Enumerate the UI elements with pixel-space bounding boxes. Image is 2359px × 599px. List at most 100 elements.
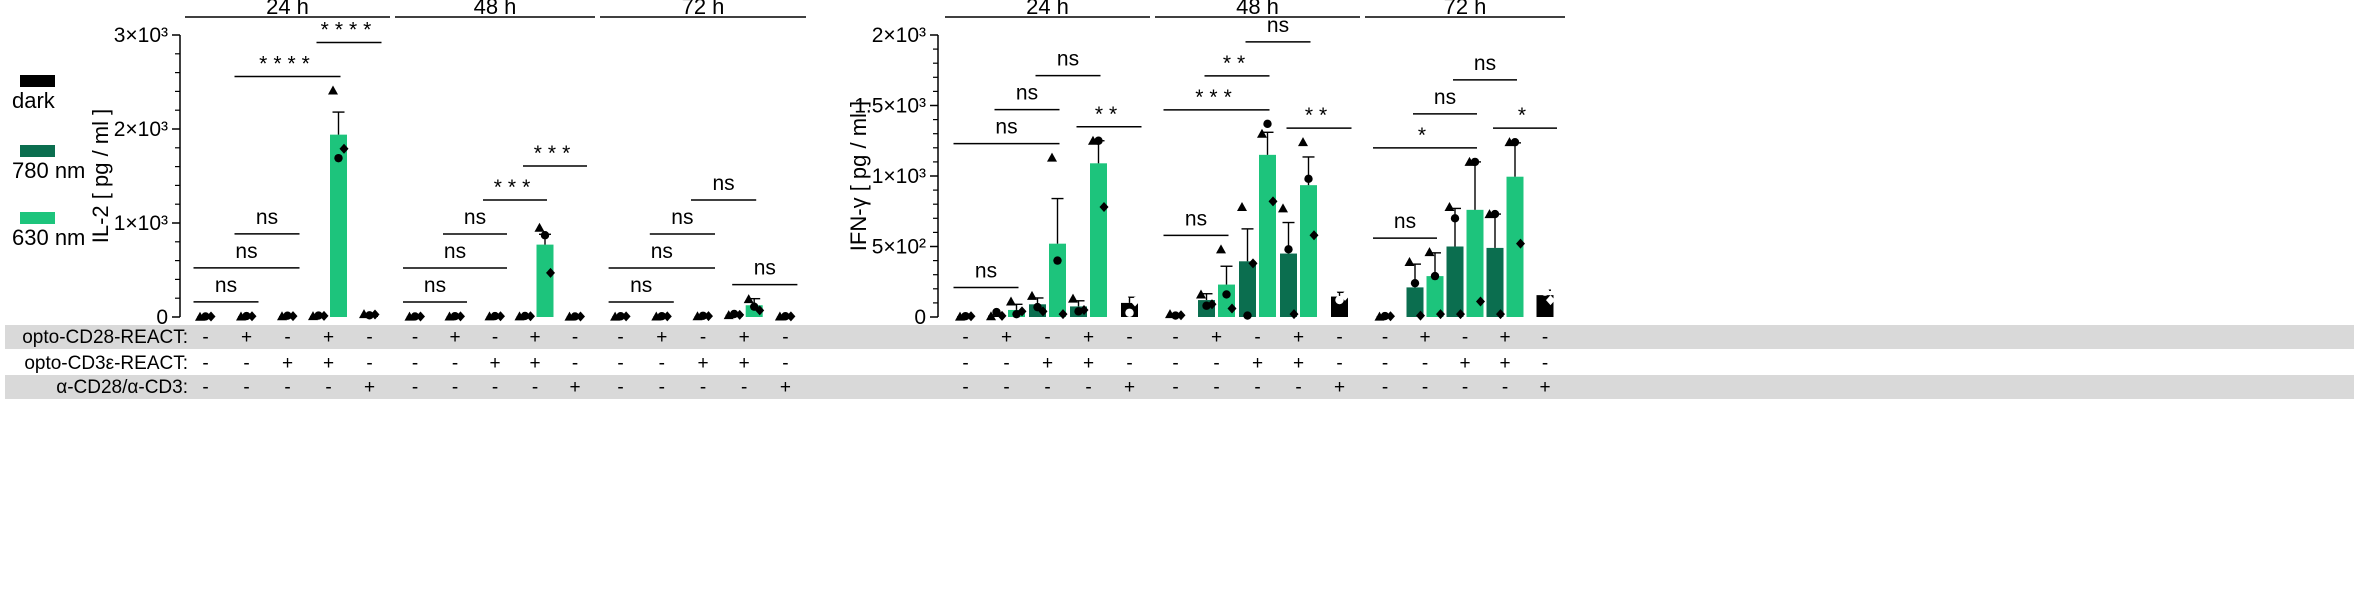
data-point (657, 311, 666, 321)
data-point (570, 312, 580, 321)
data-point (1222, 290, 1231, 299)
condition-sign: - (1126, 327, 1132, 348)
data-point (1380, 311, 1390, 321)
bar-nm630 (745, 305, 763, 317)
y-axis-label: IFN-γ [ pg / ml ] (846, 101, 871, 251)
condition-sign: + (1499, 353, 1510, 374)
bar-nm780 (1406, 287, 1424, 317)
condition-sign: + (323, 353, 334, 374)
condition-sign: - (962, 353, 968, 374)
data-point (1410, 278, 1420, 288)
significance-label: ns (215, 274, 237, 297)
significance-label: ns (444, 240, 466, 263)
data-point (698, 311, 708, 320)
condition-sign: - (1422, 377, 1428, 398)
condition-sign: - (202, 377, 208, 398)
significance-label: ns (1394, 210, 1416, 233)
data-point (1340, 290, 1350, 301)
condition-sign: - (700, 327, 706, 348)
data-point (1444, 202, 1455, 212)
condition-sign: + (1334, 377, 1345, 398)
condition-sign: - (412, 353, 418, 374)
bar-dark (988, 315, 1005, 317)
condition-sign: + (1293, 353, 1304, 374)
condition-sign: - (1172, 353, 1178, 374)
data-point (621, 311, 631, 322)
bar-nm780 (1446, 246, 1464, 317)
condition-sign: - (1003, 353, 1009, 374)
condition-sign: - (1254, 377, 1260, 398)
significance-label: ns (464, 206, 486, 229)
condition-sign: - (202, 353, 208, 374)
condition-sign: - (243, 353, 249, 374)
data-point (1058, 309, 1068, 320)
data-point (755, 305, 765, 316)
condition-sign: - (1462, 327, 1468, 348)
data-point (1243, 311, 1252, 320)
bar-nm780 (1280, 253, 1297, 317)
data-point (540, 231, 550, 240)
bar-nm630 (1426, 276, 1444, 317)
legend-swatch-dark (20, 75, 55, 87)
data-point (1404, 257, 1415, 267)
data-point (1329, 286, 1339, 296)
data-point (247, 311, 257, 322)
y-tick-label: 5×10² (872, 236, 926, 259)
group-label: 24 h (1026, 0, 1069, 19)
data-point (490, 311, 500, 321)
condition-sign: + (529, 353, 540, 374)
significance-label: ns (671, 206, 693, 229)
condition-sign: + (1124, 377, 1135, 398)
data-point (450, 311, 460, 321)
group-label: 72 h (1444, 0, 1487, 19)
condition-sign: - (1003, 377, 1009, 398)
data-point (1304, 174, 1313, 184)
data-point (1289, 309, 1299, 320)
group-label: 48 h (474, 0, 517, 19)
significance-label: ** (1305, 104, 1333, 127)
condition-sign: - (1422, 353, 1428, 374)
y-tick-label: 0 (914, 306, 926, 329)
data-point (283, 311, 292, 320)
data-point (1278, 203, 1288, 213)
y-tick-label: 1×10³ (114, 212, 168, 235)
data-point (1053, 256, 1062, 265)
data-point (319, 310, 329, 321)
significance-label: * (1518, 104, 1532, 127)
bar-nm630 (1300, 185, 1317, 317)
data-point (1196, 289, 1206, 299)
data-point (1450, 214, 1460, 223)
condition-row-label-3: α-CD28/α-CD3: (56, 377, 188, 398)
data-point (1268, 196, 1278, 207)
condition-sign: - (1126, 353, 1132, 374)
y-tick-label: 2×10³ (114, 118, 168, 141)
condition-row-label-1: opto-CD28-REACT: (22, 327, 188, 348)
condition-sign: - (962, 377, 968, 398)
condition-sign: - (1542, 353, 1548, 374)
y-tick-label: 3×10³ (114, 24, 168, 47)
condition-sign: + (1293, 327, 1304, 348)
data-point (416, 311, 425, 322)
condition-sign: + (569, 377, 580, 398)
significance-label: ns (754, 257, 776, 280)
data-point (1430, 271, 1440, 281)
condition-sign: + (529, 327, 540, 348)
data-point (997, 310, 1007, 321)
condition-sign: - (1213, 353, 1219, 374)
data-point (1476, 296, 1485, 307)
data-point (1068, 293, 1078, 303)
condition-sign: - (492, 377, 498, 398)
significance-label: ns (713, 172, 735, 195)
condition-sign: - (366, 327, 372, 348)
condition-sign: - (1336, 353, 1342, 374)
data-point (1176, 310, 1186, 321)
data-point (456, 311, 465, 322)
condition-sign: - (325, 377, 331, 398)
data-point (1027, 290, 1037, 300)
condition-sign: - (1382, 327, 1388, 348)
significance-label: ns (1016, 82, 1038, 105)
data-point (1130, 296, 1140, 307)
data-point (1237, 202, 1247, 212)
data-point (662, 311, 672, 322)
